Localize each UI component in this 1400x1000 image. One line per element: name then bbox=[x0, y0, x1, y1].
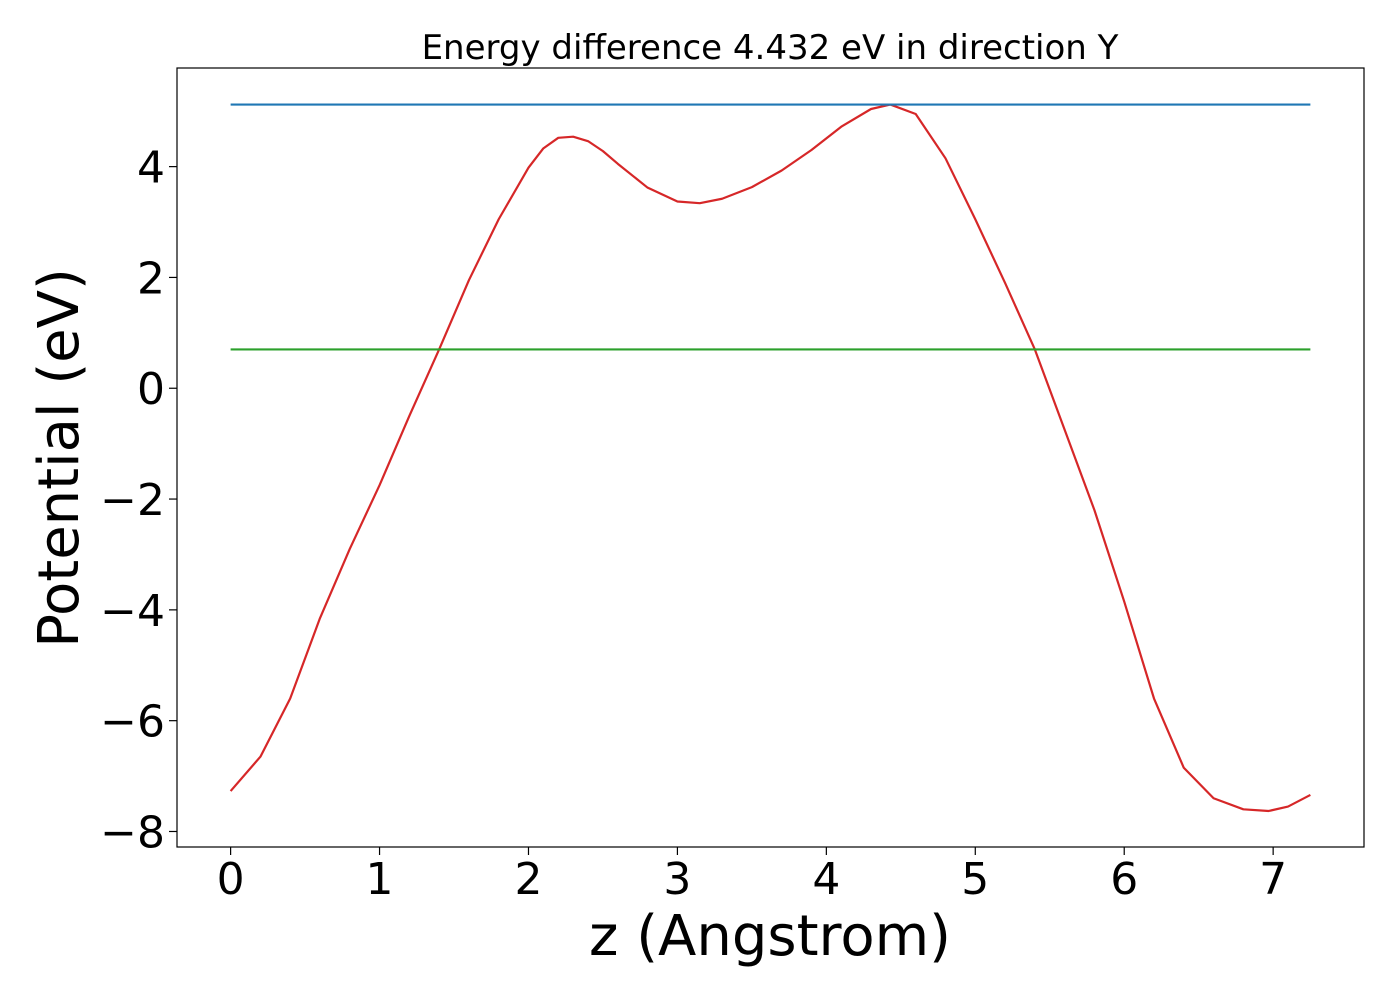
x-tick-label: 0 bbox=[217, 854, 245, 905]
y-tick-label: 4 bbox=[137, 143, 165, 194]
series-line-1 bbox=[229, 103, 1311, 813]
x-tick-label: 2 bbox=[514, 854, 542, 905]
x-tick-label: 5 bbox=[961, 854, 989, 905]
y-tick-label: 2 bbox=[137, 253, 165, 304]
x-tick-label: 6 bbox=[1110, 854, 1138, 905]
x-tick-label: 1 bbox=[366, 854, 394, 905]
y-tick-label: −4 bbox=[100, 586, 165, 637]
y-axis-label: Potential (eV) bbox=[27, 268, 92, 648]
x-axis-label: z (Angstrom) bbox=[589, 904, 951, 969]
x-tick-label: 7 bbox=[1259, 854, 1287, 905]
y-tick-label: −2 bbox=[100, 475, 165, 526]
x-tick-label: 3 bbox=[663, 854, 691, 905]
series-layer bbox=[229, 103, 1311, 813]
x-tick-label: 4 bbox=[812, 854, 840, 905]
y-tick-label: −6 bbox=[100, 697, 165, 748]
y-tick-label: −8 bbox=[100, 807, 165, 858]
chart-title: Energy difference 4.432 eV in direction … bbox=[422, 28, 1119, 68]
plot-area-frame bbox=[176, 67, 1365, 848]
y-axis: −8 −6 −4 −2 0 2 4 bbox=[100, 143, 177, 858]
y-tick-label: 0 bbox=[137, 364, 165, 415]
x-axis: 0 1 2 3 4 5 6 7 bbox=[217, 847, 1287, 905]
